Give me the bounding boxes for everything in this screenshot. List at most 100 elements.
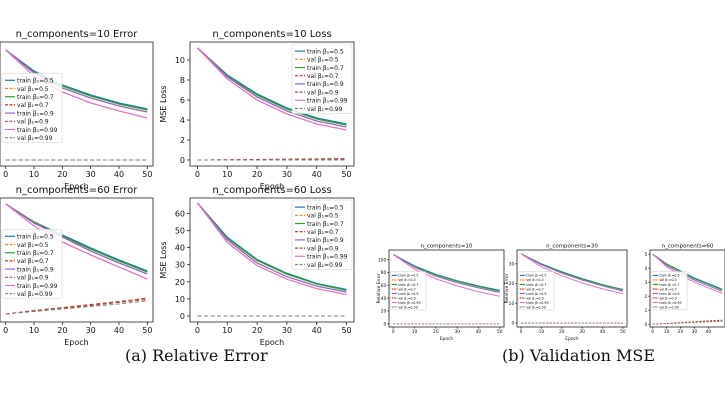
x-tick-label: 30 [579,329,585,335]
x-tick-label: 20 [57,326,67,335]
series-line [197,47,347,128]
x-tick-label: 30 [282,326,292,335]
series-group [196,202,347,317]
legend-label: train β₁=0.99 [307,98,348,105]
y-tick-label: 60 [175,209,185,218]
plot-frame [388,249,505,328]
x-tick-label: 20 [252,326,262,335]
series-line [197,47,347,131]
x-tick-label: 0 [520,329,523,335]
x-tick-label: 50 [620,329,626,335]
legend-label: train β₁=0.9 [526,292,546,296]
x-tick-label: 10 [222,170,232,179]
chart-panel-2: n_components=60 Error 0 10 20 30 40 50 Epoch tra… [0,185,154,347]
series-line [5,49,148,113]
x-tick-label: 40 [114,170,124,179]
y-axis-label: Relative Error [376,273,382,303]
y-tick-label: 20 [381,309,387,315]
legend-label: val β₁=0.5 [307,57,339,64]
legend-label: train β₁=0.5 [398,274,418,278]
x-axis-label: Epoch [565,336,579,342]
series-line [196,202,347,296]
legend-label: val β₁=0.99 [526,305,545,309]
legend-label: val β₁=0.99 [659,305,678,309]
series-group [5,49,148,161]
y-tick-label: 0 [644,322,647,328]
legend-label: val β₁=0.99 [307,106,343,113]
x-axis-label: Epoch [64,182,89,191]
x-tick-label: 50 [142,170,152,179]
y-axis-label: MSE Loss [159,85,168,122]
y-axis-label: Relative Error [504,273,510,303]
x-tick-label: 10 [222,326,232,335]
legend-label: train β₁=0.5 [307,48,344,55]
x-tick-label: 40 [114,326,124,335]
legend-label: train β₁=0.99 [17,283,58,290]
y-tick-label: 0 [383,321,386,327]
legend-label: train β₁=0.7 [17,94,54,101]
legend-label: train β₁=0.99 [398,301,420,305]
chart-panel-4: n_components=10 0 10 20 30 40 50 0 20 40 60 80 100 Ep… [376,243,505,342]
legend-label: val β₁=0.9 [17,119,49,126]
legend-box [291,199,353,270]
y-tick-label: 10 [509,301,515,307]
x-tick-label: 0 [3,326,8,335]
x-tick-label: 30 [86,170,96,179]
legend-label: train β₁=0.9 [17,110,54,117]
caption-relative-error: (a) Relative Error [125,346,268,365]
legend-label: val β₁=0.99 [398,305,417,309]
series-group [520,253,624,324]
series-line [197,158,347,161]
legend-label: val β₁=0.5 [17,86,49,93]
series-line [5,299,148,315]
series-line [5,298,148,315]
x-tick-label: 0 [195,326,200,335]
series-group [393,254,500,325]
x-axis-label: Epoch [260,182,285,191]
series-group [5,203,148,315]
series-line [5,49,148,119]
legend-label: val β₁=0.5 [526,278,543,282]
y-tick-label: 40 [175,244,185,253]
x-tick-label: 40 [312,326,322,335]
legend-label: train β₁=0.5 [307,204,344,211]
series-line [393,254,500,297]
x-tick-label: 40 [600,329,606,335]
x-tick-label: 50 [341,326,351,335]
y-tick-label: 10 [175,56,185,65]
legend-label: val β₁=0.7 [307,229,339,236]
series-line [520,253,624,292]
legend-label: val β₁=0.7 [398,287,415,291]
x-tick-label: 20 [252,170,262,179]
series-group [197,47,347,161]
x-tick-label: 10 [412,329,418,335]
series-line [5,203,148,280]
legend-box [1,72,63,144]
series-line [393,254,500,293]
x-tick-label: 20 [678,329,684,335]
x-tick-label: 30 [454,329,460,335]
legend-label: val β₁=0.5 [659,278,676,282]
y-tick-label: 20 [175,278,185,287]
x-tick-label: 10 [29,170,39,179]
series-line [5,203,148,275]
legend-label: val β₁=0.7 [17,258,49,265]
x-tick-label: 30 [692,329,698,335]
y-tick-label: 4 [644,266,647,272]
y-tick-label: 6 [180,96,185,105]
series-line [5,49,148,110]
legend-box [517,271,555,311]
y-tick-label: 40 [381,296,387,302]
x-tick-label: 20 [57,170,67,179]
x-tick-label: 40 [706,329,712,335]
legend-label: train β₁=0.9 [307,81,344,88]
y-tick-label: 2 [180,136,185,145]
x-axis-label: Epoch [260,338,285,347]
legend-label: val β₁=0.9 [398,296,415,300]
plot-frame [189,41,355,167]
legend-label: train β₁=0.7 [659,283,679,287]
chart-title: n_components=60 [662,243,714,249]
legend-label: train β₁=0.5 [659,274,679,278]
x-tick-label: 0 [195,170,200,179]
